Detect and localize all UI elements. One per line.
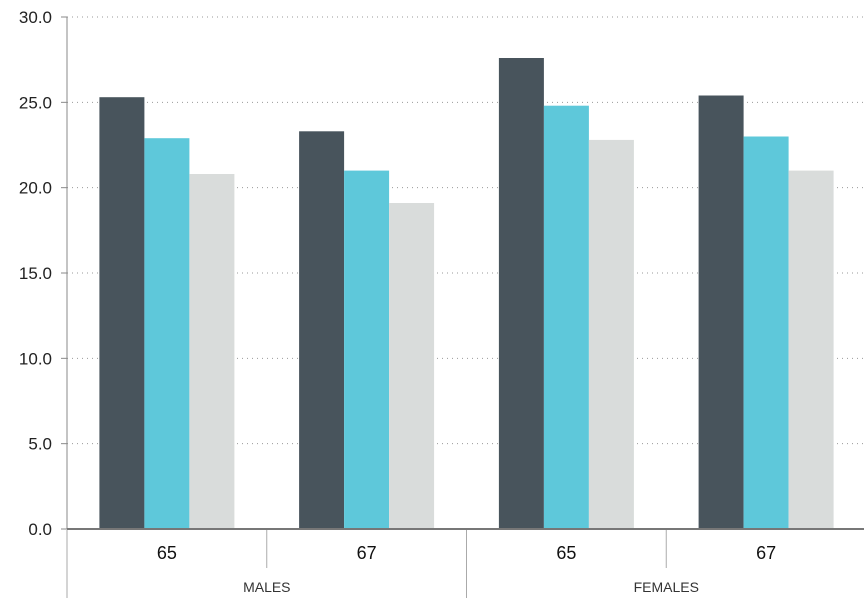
bar (144, 138, 190, 529)
bar (498, 58, 544, 529)
x-category-label: 65 (157, 543, 177, 563)
bar (698, 95, 744, 529)
bars (99, 58, 834, 530)
x-category-label: 67 (756, 543, 776, 563)
x-group-label: FEMALES (634, 579, 699, 595)
bar (543, 105, 589, 529)
bar (389, 203, 435, 529)
bar (788, 170, 834, 529)
x-category-label: 65 (556, 543, 576, 563)
y-tick-label: 10.0 (19, 349, 52, 368)
y-tick-labels: 0.0 5.0 10.0 15.0 20.0 25.0 30.0 (19, 8, 67, 539)
bar (189, 174, 235, 529)
bar (299, 131, 345, 530)
bar (99, 97, 145, 529)
bar (344, 170, 390, 529)
y-tick-label: 25.0 (19, 93, 52, 112)
y-tick-label: 30.0 (19, 8, 52, 27)
x-category-label: 67 (357, 543, 377, 563)
y-tick-label: 5.0 (28, 435, 52, 454)
bar (743, 136, 789, 529)
x-group-labels: MALES FEMALES (243, 579, 699, 595)
y-tick-label: 15.0 (19, 264, 52, 283)
x-group-label: MALES (243, 579, 290, 595)
y-tick-label: 0.0 (28, 520, 52, 539)
x-category-labels: 65 67 65 67 (66, 530, 776, 598)
y-tick-label: 20.0 (19, 179, 52, 198)
bar (588, 139, 634, 529)
